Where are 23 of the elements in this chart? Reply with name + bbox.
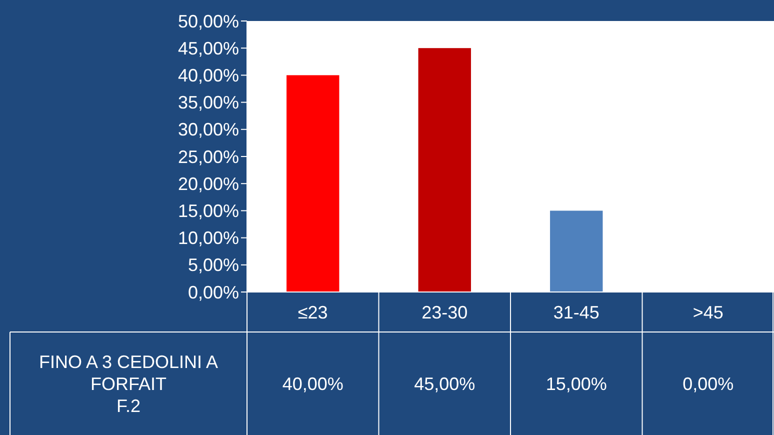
x-tick-label: ≤23 (298, 302, 328, 322)
y-tick-label: 45,00% (178, 38, 239, 58)
y-tick-label: 5,00% (188, 255, 239, 276)
data-label: 40,00% (282, 374, 344, 394)
y-tick-label: 10,00% (178, 228, 239, 248)
bar (418, 48, 471, 292)
x-tick-label: >45 (692, 302, 724, 322)
y-tick-label: 40,00% (178, 66, 239, 86)
x-tick-label: 23-30 (422, 302, 468, 322)
bar (286, 75, 340, 292)
y-tick-label: 50,00% (178, 11, 239, 32)
bar (550, 210, 603, 292)
y-tick-label: 0,00% (188, 282, 239, 302)
x-tick-label: 31-45 (553, 302, 600, 322)
y-tick-label: 30,00% (178, 120, 239, 140)
data-label: 45,00% (414, 374, 476, 394)
data-label: 15,00% (546, 374, 607, 394)
y-tick-label: 20,00% (178, 174, 239, 194)
y-tick-label: 35,00% (178, 92, 239, 113)
y-tick-label: 25,00% (178, 146, 239, 167)
data-label: 0,00% (682, 374, 734, 394)
y-tick-label: 15,00% (178, 201, 239, 221)
text: FINO A 3 CEDOLINI A FORFAIT F.2 (38, 352, 218, 416)
